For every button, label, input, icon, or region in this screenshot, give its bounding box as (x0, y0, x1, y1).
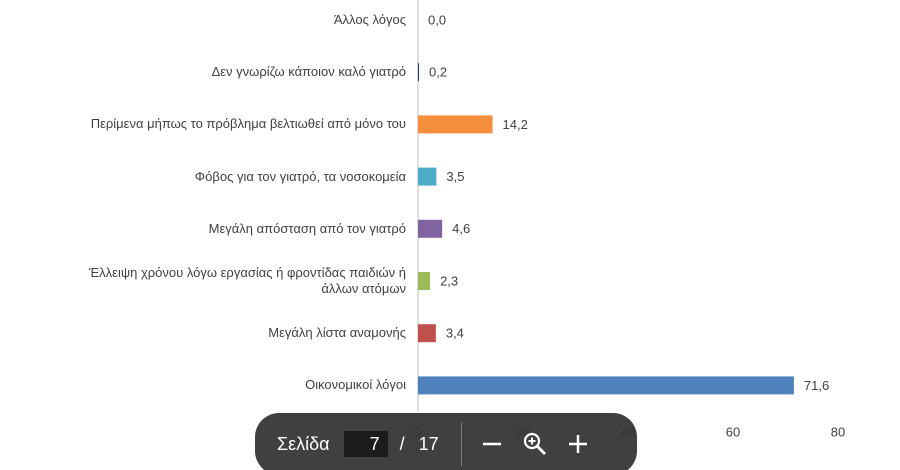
value-label: 2,3 (440, 273, 458, 288)
zoom-icon[interactable] (522, 431, 548, 457)
value-label: 0,0 (428, 12, 446, 27)
value-label: 4,6 (452, 221, 470, 236)
category-label: Μεγάλη λίστα αναμονής (268, 325, 406, 341)
value-label: 3,4 (446, 326, 464, 341)
page-total: 17 (418, 433, 439, 454)
bar (418, 324, 436, 343)
page-toolbar: Σελίδα 7 / 17 (255, 413, 637, 470)
value-label: 0,2 (429, 65, 447, 80)
bar (418, 272, 431, 290)
category-label: Φόβος για τον γιατρό, τα νοσοκομεία (194, 168, 406, 184)
x-tick-label: 80 (831, 424, 845, 439)
value-label: 71,6 (804, 378, 829, 393)
bar (418, 115, 493, 134)
bar (418, 167, 437, 186)
page-label: Σελίδα (277, 433, 330, 454)
zoom-in-button[interactable] (566, 432, 590, 456)
page-separator: / (399, 433, 405, 454)
category-label: Περίμενα μήπως το πρόβλημα βελτιωθεί από… (90, 116, 406, 132)
page-input[interactable]: 7 (343, 431, 388, 457)
toolbar-divider (460, 422, 462, 466)
zoom-out-button[interactable] (480, 432, 504, 456)
bar (418, 219, 443, 238)
category-label: Έλλειψη χρόνου λόγω εργασίας ή φροντίδας… (88, 265, 406, 296)
value-label: 14,2 (503, 117, 528, 132)
bar (418, 63, 420, 82)
bar (418, 376, 794, 395)
category-label: Άλλος λόγος (333, 12, 406, 27)
category-label: Δεν γνωρίζω κάποιον καλό γιατρό (211, 64, 406, 80)
category-label: Οικονομικοί λόγοι (305, 377, 406, 393)
category-label: Μεγάλη απόσταση από τον γιατρό (208, 220, 406, 236)
value-label: 3,5 (446, 169, 464, 184)
x-tick-label: 60 (726, 424, 740, 439)
